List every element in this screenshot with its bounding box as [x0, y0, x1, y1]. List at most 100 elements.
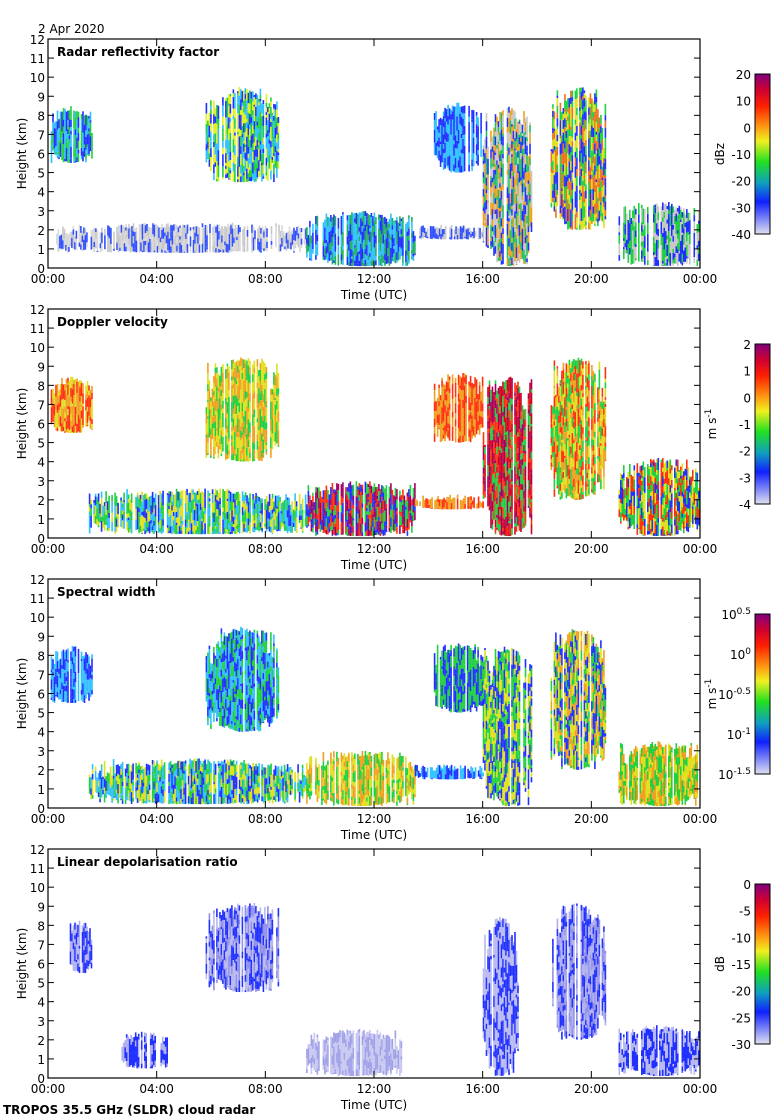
- echo-mark: [515, 213, 518, 225]
- echo-mark: [448, 140, 451, 149]
- echo-mark: [529, 183, 531, 195]
- echo-mark: [73, 383, 75, 396]
- echo-mark: [565, 210, 568, 222]
- echo-mark: [352, 213, 355, 224]
- echo-mark: [130, 525, 133, 534]
- echo-mark: [576, 203, 578, 212]
- echo-mark: [357, 241, 359, 253]
- echo-mark: [265, 137, 268, 142]
- echo-mark: [496, 124, 498, 128]
- echo-mark: [378, 214, 380, 221]
- echo-mark: [277, 414, 280, 422]
- echo-mark: [117, 514, 119, 524]
- echo-mark: [231, 501, 233, 511]
- echo-mark: [231, 442, 233, 446]
- echo-mark: [477, 154, 479, 166]
- echo-mark: [485, 113, 488, 119]
- echo-mark: [141, 250, 144, 253]
- echo-mark: [444, 225, 447, 236]
- echo-mark: [432, 237, 435, 239]
- echo-mark: [249, 432, 251, 438]
- echo-mark: [147, 497, 149, 501]
- echo-mark: [375, 224, 377, 236]
- echo-mark: [85, 147, 87, 150]
- echo-mark: [523, 171, 525, 180]
- echo-mark: [271, 444, 274, 450]
- echo-mark: [603, 207, 605, 219]
- echo-mark: [385, 218, 388, 228]
- echo-mark: [241, 407, 244, 412]
- echo-mark: [238, 177, 241, 183]
- echo-mark: [684, 227, 687, 239]
- echo-mark: [262, 176, 265, 179]
- echo-mark: [278, 224, 280, 234]
- echo-mark: [422, 225, 424, 233]
- echo-mark: [96, 499, 98, 505]
- echo-region: [550, 87, 607, 230]
- echo-mark: [144, 228, 147, 234]
- echo-mark: [270, 448, 272, 456]
- echo-mark: [175, 522, 178, 526]
- echo-mark: [471, 159, 473, 163]
- echo-mark: [524, 147, 527, 154]
- echo-mark: [108, 226, 111, 239]
- echo-mark: [56, 400, 59, 405]
- echo-mark: [358, 261, 361, 267]
- x-axis-label: Time (UTC): [340, 288, 407, 302]
- echo-mark: [500, 167, 503, 177]
- echo-mark: [591, 212, 593, 222]
- echo-mark: [384, 254, 386, 261]
- echo-mark: [234, 108, 236, 115]
- echo-mark: [448, 155, 451, 165]
- echo-mark: [662, 217, 664, 223]
- echo-mark: [328, 251, 331, 261]
- echo-mark: [90, 515, 92, 526]
- echo-mark: [397, 230, 400, 242]
- echo-mark: [487, 190, 489, 201]
- echo-mark: [635, 237, 637, 244]
- echo-mark: [408, 228, 410, 236]
- echo-mark: [226, 366, 229, 369]
- echo-mark: [334, 240, 337, 252]
- echo-mark: [250, 147, 253, 152]
- echo-mark: [384, 216, 386, 225]
- echo-mark: [675, 221, 678, 231]
- echo-mark: [387, 221, 389, 231]
- echo-mark: [529, 214, 531, 224]
- echo-mark: [114, 527, 116, 532]
- echo-mark: [64, 390, 66, 401]
- echo-mark: [256, 498, 259, 504]
- echo-mark: [360, 261, 362, 267]
- echo-mark: [238, 133, 241, 137]
- echo-mark: [493, 170, 495, 180]
- echo-mark: [512, 130, 515, 134]
- echo-mark: [232, 429, 235, 432]
- echo-mark: [360, 234, 362, 241]
- echo-mark: [247, 381, 250, 393]
- echo-mark: [591, 174, 593, 180]
- echo-mark: [348, 261, 350, 266]
- echo-mark: [243, 112, 245, 124]
- echo-mark: [204, 488, 206, 499]
- echo-mark: [213, 446, 215, 457]
- echo-mark: [123, 243, 126, 252]
- echo-mark: [246, 246, 249, 252]
- echo-mark: [234, 135, 236, 146]
- echo-mark: [530, 202, 533, 208]
- echo-mark: [526, 145, 528, 152]
- echo-mark: [482, 225, 485, 237]
- echo-mark: [594, 137, 596, 144]
- echo-mark: [189, 236, 192, 247]
- echo-mark: [689, 212, 691, 221]
- echo-mark: [275, 223, 277, 227]
- echo-mark: [174, 501, 176, 513]
- echo-mark: [253, 121, 256, 130]
- echo-mark: [337, 236, 340, 246]
- echo-mark: [68, 159, 71, 163]
- echo-mark: [604, 153, 607, 159]
- echo-mark: [228, 117, 230, 129]
- echo-mark: [494, 188, 497, 199]
- echo-mark: [402, 255, 404, 264]
- echo-mark: [496, 160, 498, 165]
- echo-mark: [601, 170, 604, 173]
